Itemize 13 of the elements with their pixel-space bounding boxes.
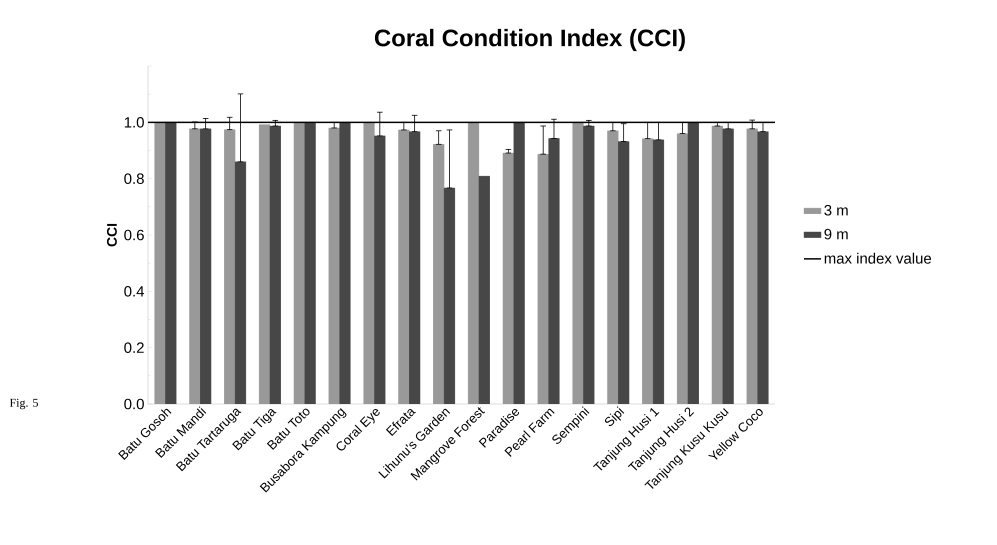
y-tick-label: 0.2 <box>124 342 144 353</box>
legend-label: 9 m <box>824 228 848 240</box>
legend-label: max index value <box>824 252 932 264</box>
x-tick-label: Sipi <box>604 406 624 426</box>
y-tick-label: 0.4 <box>124 286 144 297</box>
y-axis-title: CCI <box>106 224 117 246</box>
y-tick-label: 0.8 <box>124 173 144 184</box>
chart-title: Coral Condition Index (CCI) <box>374 28 685 52</box>
y-tick-label: 0.6 <box>124 230 144 240</box>
legend-label: 3 m <box>824 204 848 216</box>
y-tick-label: 1.0 <box>124 117 144 128</box>
y-tick-label: 0.0 <box>124 398 144 410</box>
caption: Fig. 5 <box>10 398 38 410</box>
